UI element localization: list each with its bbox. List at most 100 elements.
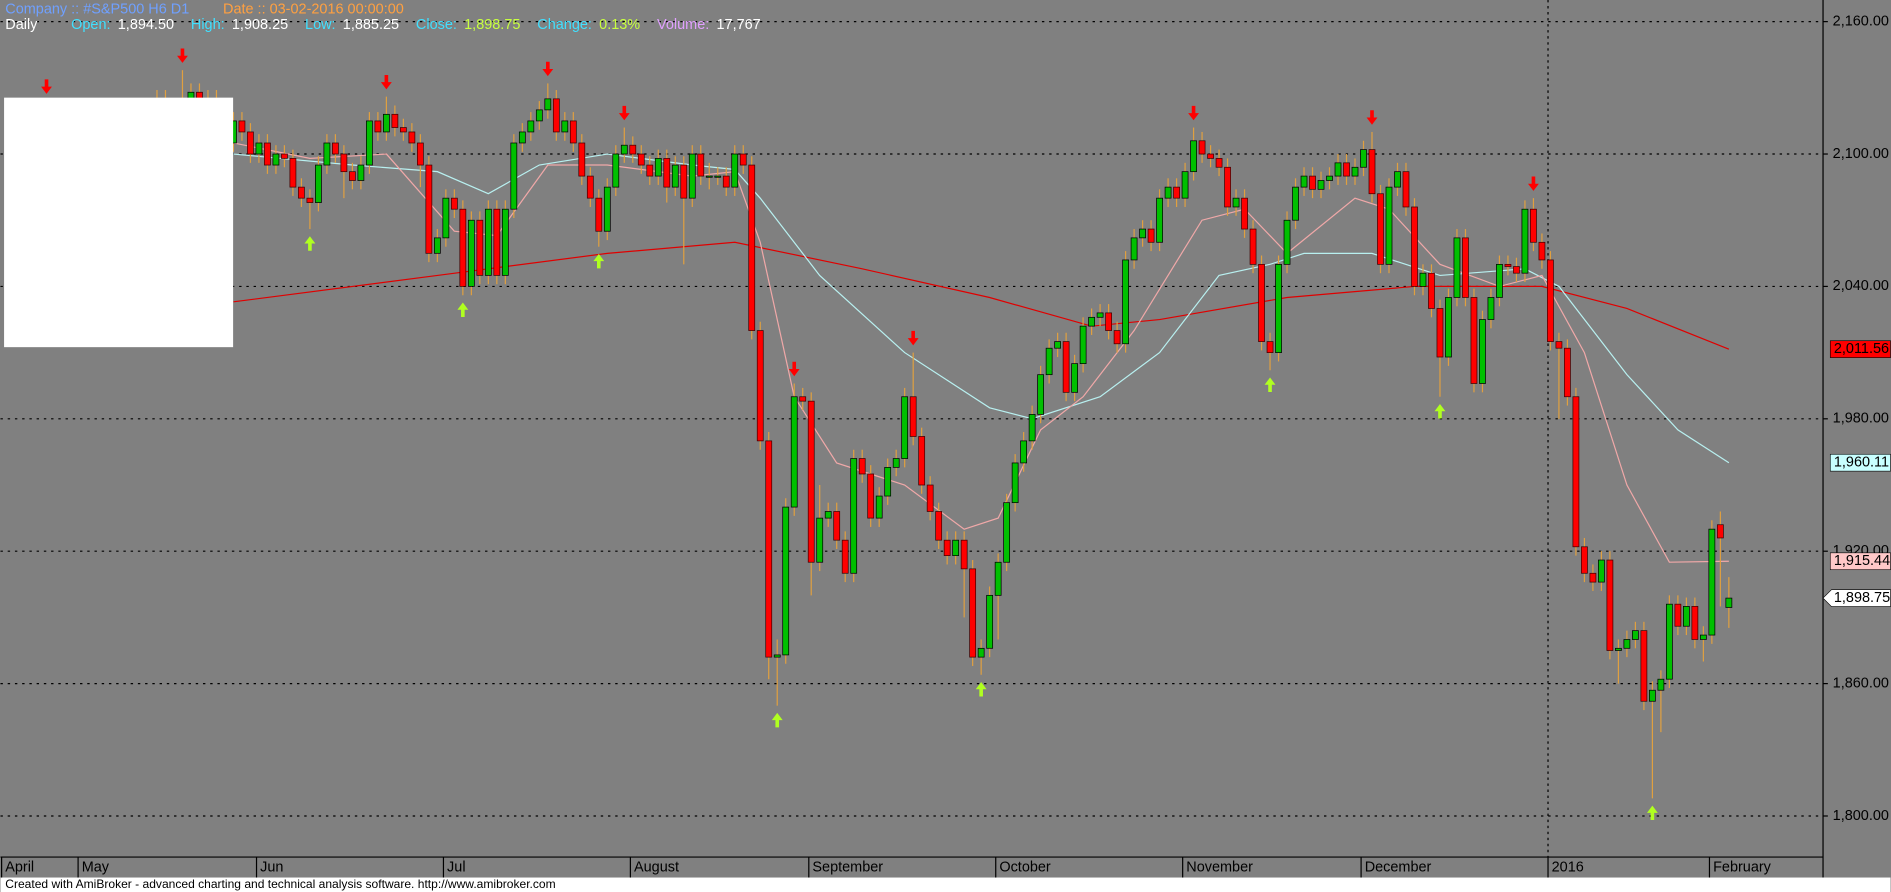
header-text: 1,885.25 (343, 17, 399, 33)
candle-body (1258, 263, 1265, 342)
candle-body (298, 186, 305, 199)
candle-body (1232, 197, 1240, 208)
candle-body (459, 208, 467, 287)
candle-body (1411, 206, 1418, 287)
candle-body (315, 164, 322, 203)
candle-body (790, 396, 798, 508)
candle-body (1691, 606, 1699, 640)
candle-body (323, 142, 331, 166)
candle-body (765, 440, 773, 658)
candle-body (1615, 647, 1622, 651)
candle-body (1436, 308, 1444, 358)
candle-body (383, 113, 390, 133)
candle-body (1266, 341, 1274, 353)
candle-body (238, 120, 246, 133)
candle-body (1156, 197, 1163, 243)
candle-body (1564, 347, 1571, 398)
candle-body (994, 561, 1002, 596)
candle-body (340, 153, 348, 173)
candle-body (1309, 175, 1316, 190)
candle-body (739, 153, 747, 166)
candle-body (1640, 630, 1648, 702)
candle-body (1122, 259, 1129, 345)
candle-body (1198, 140, 1206, 155)
x-tick-label: Jul (447, 860, 465, 876)
header-text: Low: (305, 17, 336, 33)
header-text: 17,767 (716, 17, 760, 33)
buy-arrow (1264, 377, 1276, 392)
candle-body (332, 142, 339, 155)
candle-body (552, 98, 560, 133)
candle-body (518, 131, 526, 144)
candle-body (1028, 414, 1036, 442)
candle-body (824, 511, 832, 519)
candle-body (450, 197, 458, 210)
candle-body (1071, 363, 1078, 393)
header-text: Volume: (657, 17, 709, 33)
y-tick-label: 1,860.00 (1833, 675, 1889, 691)
x-tick-label: 2016 (1552, 860, 1584, 876)
candle-body (289, 158, 297, 188)
candle-body (969, 568, 977, 658)
candle-body (952, 539, 960, 556)
header-text: 1,894.50 (118, 17, 174, 33)
candle-body (850, 458, 858, 574)
candle-body (782, 506, 790, 656)
candle-body (1173, 186, 1180, 199)
x-tick-label: October (999, 860, 1051, 876)
candle-body (1513, 266, 1520, 274)
candle-body (773, 654, 781, 658)
candle-body (374, 120, 382, 133)
candle-body (247, 131, 254, 155)
candle-body (1419, 272, 1427, 287)
candle-body (1130, 237, 1138, 261)
candle-body (1623, 639, 1631, 649)
candle-body (1462, 237, 1469, 298)
candle-body (935, 511, 943, 541)
candle-body (391, 113, 399, 128)
buy-arrow (304, 236, 316, 251)
candle-body (1275, 263, 1282, 353)
candle-body (986, 594, 994, 649)
candle-body (1139, 228, 1146, 239)
candle-body (663, 158, 671, 188)
sell-arrow (41, 79, 52, 94)
x-tick-label: April (5, 860, 34, 876)
header-text: High: (191, 17, 225, 33)
candle-body (1249, 228, 1257, 265)
candle-body (926, 484, 934, 512)
candle-body (1190, 140, 1197, 173)
candle-body (1708, 528, 1716, 636)
candle-body (1292, 186, 1299, 221)
sell-arrow (380, 74, 392, 90)
candle-body (416, 142, 424, 166)
candle-body (1062, 341, 1070, 393)
candle-body (1037, 374, 1045, 415)
candle-body (1368, 149, 1376, 195)
candle-body (1699, 634, 1707, 640)
candle-body (714, 175, 722, 178)
candle-body (510, 142, 518, 210)
candle-body (1606, 559, 1614, 651)
candle-body (357, 164, 365, 181)
candle-body (1164, 186, 1172, 199)
buy-arrow (1434, 403, 1446, 419)
candle-body (1657, 678, 1665, 691)
candle-body (1428, 272, 1435, 309)
candle-body (1343, 162, 1350, 177)
candle-body (1011, 462, 1019, 504)
candle-body (1020, 440, 1028, 464)
sell-arrow (1366, 110, 1378, 125)
candle-body (1598, 559, 1605, 583)
x-tick-label: February (1713, 860, 1772, 876)
plot (0, 0, 1828, 878)
header-text: Close: (416, 17, 457, 33)
candle-body (433, 237, 441, 254)
header-text: 1,898.75 (464, 17, 520, 33)
candle-body (612, 153, 620, 188)
candle-body (646, 164, 654, 177)
candle-body (1088, 316, 1095, 327)
candle-body (1241, 197, 1248, 230)
